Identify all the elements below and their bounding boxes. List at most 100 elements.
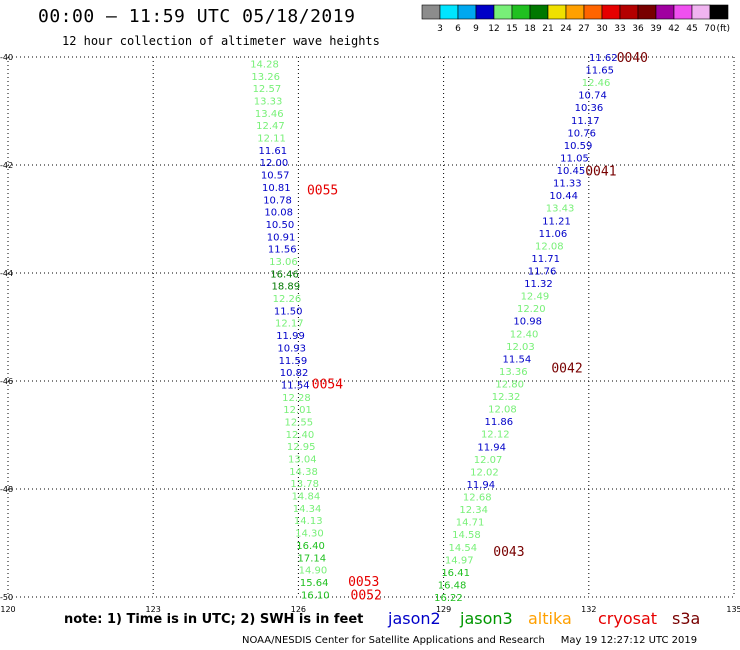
swh-value-cryosat: 14.38 (289, 467, 318, 478)
colorbar-unit: (ft) (716, 24, 730, 34)
colorbar-label: 70 (704, 24, 716, 34)
swh-value-cryosat: 10.81 (262, 183, 291, 194)
swh-value-cryosat: 10.78 (263, 195, 292, 206)
colorbar-swatch (655, 4, 675, 20)
swh-value-cryosat: 15.64 (300, 578, 329, 589)
swh-value-s3a: 16.22 (434, 593, 463, 604)
time-label: 0040 (617, 51, 648, 66)
swh-value-cryosat: 13.78 (290, 479, 319, 490)
swh-value-s3a: 11.33 (553, 179, 582, 190)
swh-value-s3a: 11.94 (477, 442, 506, 453)
swh-value-cryosat: 14.34 (293, 504, 322, 515)
colorbar-swatch (601, 4, 621, 20)
legend-jason2: jason2 (388, 609, 441, 628)
y-tick-label: -46 (0, 377, 13, 386)
x-tick-label: 120 (0, 605, 15, 614)
swh-value-cryosat: 10.08 (264, 208, 293, 219)
swh-value-s3a: 10.98 (513, 317, 542, 328)
swh-value-s3a: 14.97 (445, 555, 474, 566)
swh-value-cryosat: 11.54 (281, 380, 310, 391)
swh-value-s3a: 16.41 (441, 568, 470, 579)
colorbar-label: 42 (668, 24, 679, 34)
swh-value-cryosat: 16.10 (301, 590, 330, 601)
swh-value-s3a: 11.71 (531, 254, 560, 265)
swh-value-s3a: 12.07 (474, 455, 503, 466)
colorbar-label: 9 (473, 24, 479, 34)
swh-value-cryosat: 10.82 (280, 368, 309, 379)
colorbar-swatch (637, 4, 657, 20)
swh-value-s3a: 11.32 (524, 279, 553, 290)
swh-value-s3a: 13.36 (499, 367, 528, 378)
swh-value-cryosat: 12.95 (287, 442, 316, 453)
swh-value-cryosat: 11.56 (268, 245, 297, 256)
swh-value-cryosat: 14.90 (299, 566, 328, 577)
swh-value-s3a: 12.02 (470, 467, 499, 478)
swh-value-cryosat: 11.50 (274, 306, 303, 317)
swh-value-s3a: 13.43 (546, 204, 575, 215)
time-label: 0053 (348, 575, 379, 590)
colorbar-swatch (511, 4, 531, 20)
swh-value-cryosat: 13.46 (255, 109, 284, 120)
swh-value-cryosat: 10.93 (277, 343, 306, 354)
swh-value-cryosat: 14.30 (295, 529, 324, 540)
colorbar-swatch (457, 4, 477, 20)
swh-value-cryosat: 12.00 (260, 158, 289, 169)
footnote: note: 1) Time is in UTC; 2) SWH is in fe… (64, 612, 364, 627)
y-tick-label: -44 (0, 269, 13, 278)
swh-value-s3a: 12.34 (459, 505, 488, 516)
time-label: 0054 (312, 378, 343, 393)
x-tick-label: 132 (581, 605, 596, 614)
x-tick-label: 135 (726, 605, 740, 614)
swh-value-cryosat: 10.91 (267, 232, 296, 243)
colorbar-label: 3 (437, 24, 443, 34)
colorbar-label: 36 (632, 24, 644, 34)
x-tick-label: 129 (436, 605, 451, 614)
colorbar-label: 12 (488, 24, 499, 34)
colorbar-label: 27 (578, 24, 589, 34)
swh-value-cryosat: 12.11 (257, 134, 286, 145)
credit-line: NOAA/NESDIS Center for Satellite Applica… (242, 635, 697, 646)
colorbar-label: 45 (686, 24, 697, 34)
swh-value-s3a: 11.54 (503, 354, 532, 365)
colorbar-swatch (619, 4, 639, 20)
swh-value-s3a: 12.08 (535, 241, 564, 252)
swh-value-cryosat: 14.84 (292, 492, 321, 503)
swh-value-cryosat: 12.47 (256, 121, 285, 132)
swh-value-cryosat: 14.13 (294, 516, 323, 527)
colorbar-swatch (493, 4, 513, 20)
swh-value-s3a: 12.49 (521, 292, 550, 303)
x-tick-label: 123 (146, 605, 161, 614)
swh-value-cryosat: 12.01 (283, 405, 312, 416)
colorbar-swatch (565, 4, 585, 20)
swh-value-s3a: 11.17 (571, 116, 600, 127)
colorbar-label: 33 (614, 24, 625, 34)
colorbar-swatch (547, 4, 567, 20)
swh-value-cryosat: 12.40 (286, 430, 315, 441)
legend-altika: altika (528, 609, 572, 628)
colorbar-swatch (709, 4, 729, 20)
chart-subtitle: 12 hour collection of altimeter wave hei… (62, 34, 380, 48)
colorbar-swatch (583, 4, 603, 20)
time-label: 0041 (585, 164, 616, 179)
swh-value-s3a: 10.76 (567, 128, 596, 139)
swh-value-s3a: 14.54 (449, 543, 478, 554)
swh-value-cryosat: 13.33 (254, 97, 283, 108)
swh-value-s3a: 10.74 (578, 91, 607, 102)
colorbar-swatch (673, 4, 693, 20)
swh-value-cryosat: 17.14 (297, 553, 326, 564)
swh-value-s3a: 16.48 (438, 580, 467, 591)
swh-value-s3a: 14.71 (456, 518, 485, 529)
page-title: 00:00 – 11:59 UTC 05/18/2019 (38, 6, 356, 27)
swh-value-s3a: 12.12 (481, 430, 510, 441)
swh-value-cryosat: 11.59 (279, 356, 308, 367)
swh-value-cryosat: 12.55 (284, 417, 313, 428)
swh-value-cryosat: 12.28 (282, 393, 311, 404)
swh-value-s3a: 12.03 (506, 342, 535, 353)
colorbar-label: 30 (596, 24, 608, 34)
colorbar-label: 21 (542, 24, 553, 34)
swh-value-s3a: 10.44 (549, 191, 578, 202)
swh-value-s3a: 12.40 (510, 329, 539, 340)
swh-value-s3a: 12.32 (492, 392, 521, 403)
x-tick-label: 126 (291, 605, 306, 614)
time-label: 0042 (551, 362, 582, 377)
